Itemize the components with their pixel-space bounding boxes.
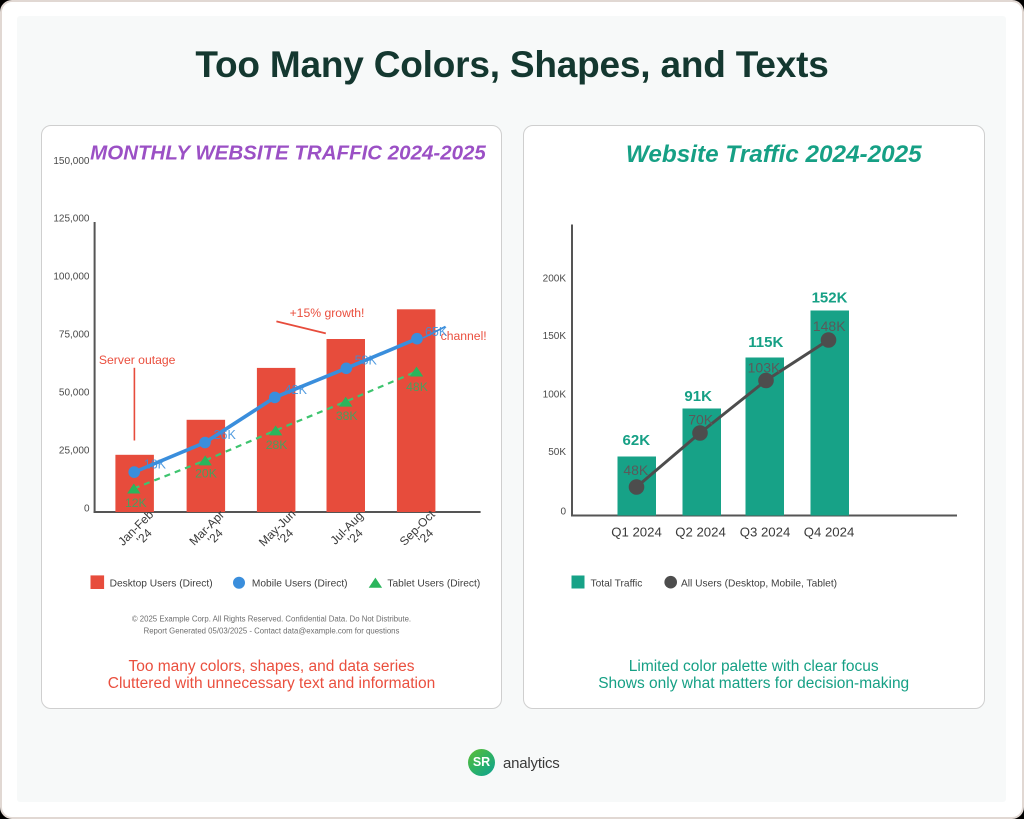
svg-text:Q4 2024: Q4 2024 <box>804 525 855 540</box>
svg-text:65K: 65K <box>425 325 448 339</box>
svg-text:Total Traffic: Total Traffic <box>591 578 643 589</box>
svg-text:125,000: 125,000 <box>53 214 90 225</box>
svg-text:148K: 148K <box>813 318 846 334</box>
svg-text:200K: 200K <box>543 274 567 285</box>
svg-text:Too many colors, shapes, and d: Too many colors, shapes, and data series <box>128 658 414 675</box>
svg-text:12K: 12K <box>125 496 147 510</box>
svg-text:Limited color palette with cle: Limited color palette with clear focus <box>629 658 879 675</box>
svg-text:26K: 26K <box>214 428 237 442</box>
svg-text:Cluttered with unnecessary tex: Cluttered with unnecessary text and info… <box>108 675 435 692</box>
svg-text:150K: 150K <box>543 331 567 342</box>
svg-text:Tablet Users (Direct): Tablet Users (Direct) <box>387 578 480 589</box>
svg-text:Server outage: Server outage <box>99 353 176 367</box>
svg-text:50,000: 50,000 <box>59 388 90 399</box>
svg-text:Mobile Users (Direct): Mobile Users (Direct) <box>252 578 348 589</box>
svg-text:0: 0 <box>84 504 90 515</box>
svg-text:48K: 48K <box>623 462 649 478</box>
svg-text:42K: 42K <box>285 383 308 397</box>
svg-text:Mar-Apr: Mar-Apr <box>187 508 228 549</box>
svg-text:Jan-Feb: Jan-Feb <box>115 507 156 548</box>
svg-text:Sep-Oct: Sep-Oct <box>397 507 438 548</box>
svg-text:100K: 100K <box>543 389 567 400</box>
svg-text:58K: 58K <box>355 354 378 368</box>
svg-text:Q2 2024: Q2 2024 <box>675 525 726 540</box>
svg-text:© 2025 Example Corp. All Right: © 2025 Example Corp. All Rights Reserved… <box>132 615 411 624</box>
svg-text:115K: 115K <box>748 334 783 351</box>
svg-text:70K: 70K <box>688 412 714 428</box>
svg-text:May-Jun: May-Jun <box>256 507 298 549</box>
svg-text:All Users (Desktop, Mobile, Ta: All Users (Desktop, Mobile, Tablet) <box>681 578 837 589</box>
svg-text:50K: 50K <box>548 447 566 458</box>
svg-text:Report Generated 05/03/2025 -: Report Generated 05/03/2025 - Contact da… <box>144 627 400 636</box>
svg-text:16K: 16K <box>144 457 167 471</box>
svg-text:48K: 48K <box>406 380 428 394</box>
svg-text:0: 0 <box>560 506 566 517</box>
svg-text:20K: 20K <box>195 466 217 480</box>
svg-text:75,000: 75,000 <box>59 330 90 341</box>
svg-text:channel!: channel! <box>441 329 487 343</box>
svg-text:150,000: 150,000 <box>53 156 90 167</box>
svg-text:152K: 152K <box>812 290 848 307</box>
svg-text:Shows only what matters for de: Shows only what matters for decision-mak… <box>598 675 909 692</box>
svg-text:100,000: 100,000 <box>53 272 90 283</box>
svg-text:MONTHLY WEBSITE TRAFFIC 2024-2: MONTHLY WEBSITE TRAFFIC 2024-2025 <box>90 142 486 165</box>
svg-text:Website Traffic 2024-2025: Website Traffic 2024-2025 <box>626 141 922 168</box>
svg-text:25,000: 25,000 <box>59 446 90 457</box>
svg-text:103K: 103K <box>748 360 781 376</box>
svg-text:Q1 2024: Q1 2024 <box>611 525 662 540</box>
svg-text:Jul-Aug: Jul-Aug <box>327 509 366 548</box>
svg-text:38K: 38K <box>336 409 358 423</box>
svg-text:91K: 91K <box>684 388 712 405</box>
svg-text:Desktop Users (Direct): Desktop Users (Direct) <box>110 578 213 589</box>
svg-text:Q3 2024: Q3 2024 <box>740 525 791 540</box>
svg-text:28K: 28K <box>266 438 288 452</box>
svg-text:+15% growth!: +15% growth! <box>290 306 365 320</box>
svg-text:62K: 62K <box>623 432 651 449</box>
